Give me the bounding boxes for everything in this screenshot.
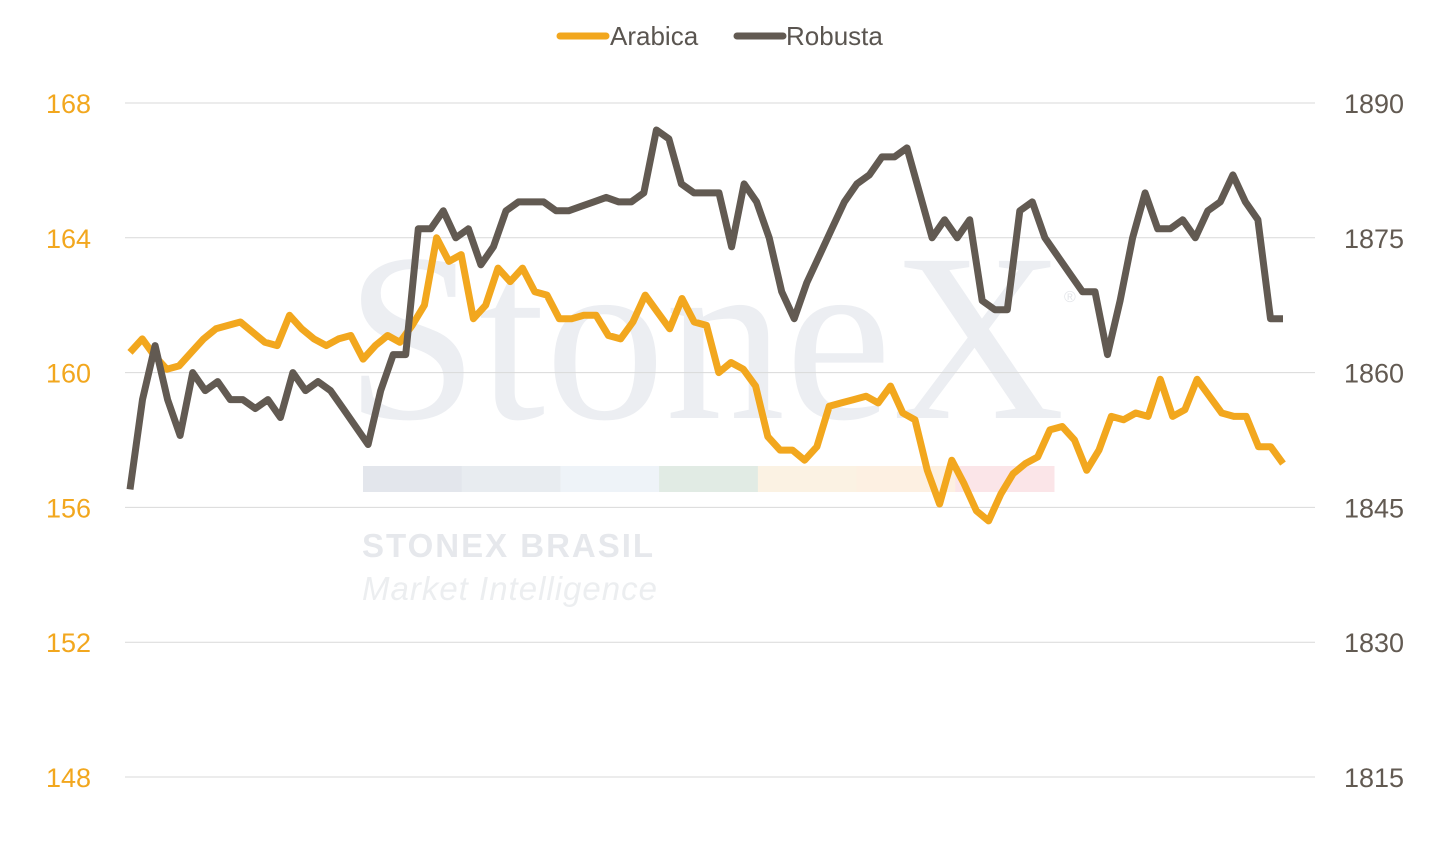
watermark-logo: StoneX: [345, 204, 1065, 470]
watermark-strip-segment: [659, 466, 759, 492]
legend-label-robusta: Robusta: [786, 21, 883, 51]
watermark-strip-segment: [363, 466, 463, 492]
watermark-strip-segment: [461, 466, 561, 492]
right-tick-label: 1845: [1344, 493, 1404, 523]
left-tick-label: 148: [46, 763, 91, 793]
watermark-subtitle: Market Intelligence: [362, 570, 658, 607]
left-tick-label: 164: [46, 224, 91, 254]
legend: Arabica Robusta: [556, 21, 883, 51]
watermark-color-strip: [363, 466, 1055, 492]
right-tick-label: 1830: [1344, 628, 1404, 658]
left-tick-label: 160: [46, 359, 91, 389]
right-tick-label: 1860: [1344, 359, 1404, 389]
left-axis-ticks: 148 152 156 160 164 168: [46, 89, 91, 793]
watermark-registered-mark: ®: [1064, 289, 1076, 306]
left-tick-label: 168: [46, 89, 91, 119]
watermark-strip-segment: [757, 466, 858, 492]
series-line-robusta: [126, 126, 1283, 490]
watermark-strip-segment: [560, 466, 660, 492]
right-tick-label: 1815: [1344, 763, 1404, 793]
legend-label-arabica: Arabica: [610, 21, 699, 51]
watermark-strip-segment: [856, 466, 956, 492]
left-tick-label: 152: [46, 628, 91, 658]
series-line-arabica: [127, 234, 1286, 525]
series-layer: [126, 126, 1286, 525]
stonex-watermark: StoneX ® STONEX BRASIL Market Intelligen…: [345, 204, 1076, 607]
right-tick-label: 1875: [1344, 224, 1404, 254]
left-tick-label: 156: [46, 493, 91, 523]
watermark-company-name: STONEX BRASIL: [362, 527, 655, 564]
right-axis-ticks: 1815 1830 1845 1860 1875 1890: [1344, 89, 1404, 793]
right-tick-label: 1890: [1344, 89, 1404, 119]
